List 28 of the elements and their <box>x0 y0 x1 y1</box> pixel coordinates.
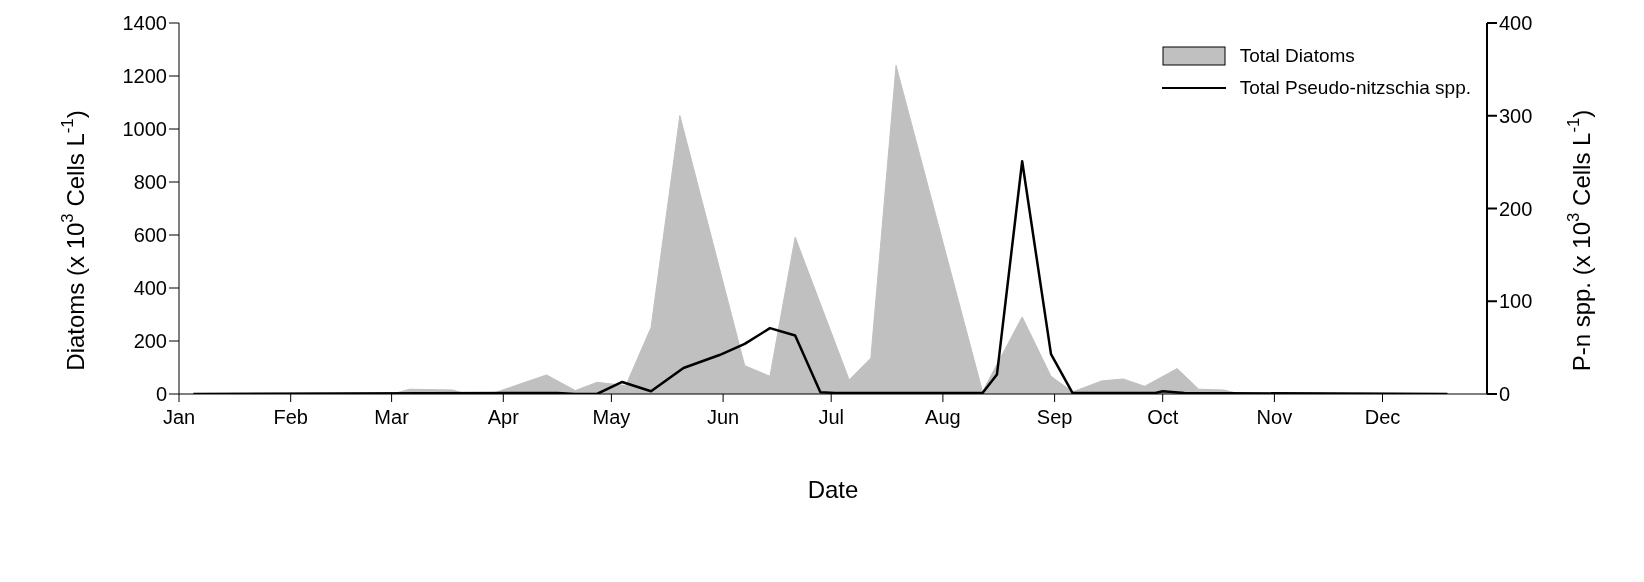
y-tick-label: 1000 <box>122 118 167 141</box>
y-tick-label: 1200 <box>122 65 167 88</box>
x-tick-label: May <box>592 406 631 429</box>
y2-tick-label: 300 <box>1499 104 1533 127</box>
x-tick-label: Jun <box>706 406 740 429</box>
x-tick-label: Mar <box>374 406 410 429</box>
y2-tick-label: 0 <box>1499 383 1511 406</box>
x-tick-label: Dec <box>1364 406 1401 429</box>
y-tick-label: 200 <box>133 330 167 353</box>
legend-label: Total Pseudo-nitzschia spp. <box>1239 77 1471 99</box>
y2-tick-label: 100 <box>1499 290 1533 313</box>
x-tick-label: Apr <box>487 406 520 429</box>
y2-tick-label: 400 <box>1499 12 1533 35</box>
legend-label: Total Diatoms <box>1239 45 1355 67</box>
y-tick-label: 600 <box>133 224 167 247</box>
x-axis-title: Date <box>807 476 859 503</box>
y-tick-label: 400 <box>133 277 167 300</box>
y-tick-label: 800 <box>133 171 167 194</box>
x-tick-label: Aug <box>925 406 961 429</box>
x-tick-label: Oct <box>1147 406 1179 429</box>
y-tick-label: 1400 <box>122 12 167 35</box>
x-tick-label: Sep <box>1036 406 1073 429</box>
x-tick-label: Jan <box>162 406 196 429</box>
x-tick-label: Jul <box>818 406 844 429</box>
x-tick-label: Feb <box>273 406 308 429</box>
x-tick-label: Nov <box>1256 406 1293 429</box>
y2-tick-label: 200 <box>1499 197 1533 220</box>
y-tick-label: 0 <box>155 383 167 406</box>
